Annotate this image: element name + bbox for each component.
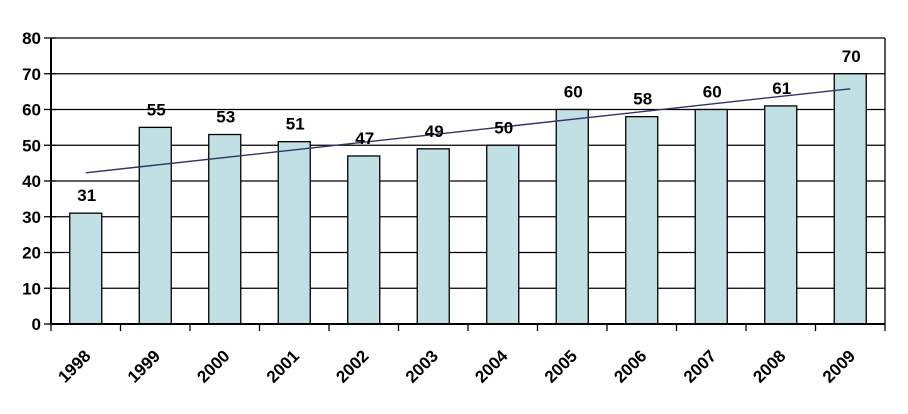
bar bbox=[694, 108, 728, 325]
trendline bbox=[85, 88, 851, 174]
bar bbox=[208, 133, 242, 325]
x-category-label: 2006 bbox=[610, 346, 650, 386]
bar-value-label: 60 bbox=[564, 83, 583, 102]
y-tick-label: 30 bbox=[22, 208, 41, 227]
y-tick-label: 10 bbox=[22, 279, 41, 298]
bar bbox=[764, 105, 798, 325]
x-category-label: 2003 bbox=[402, 346, 442, 386]
bar bbox=[833, 73, 867, 325]
y-tick-label: 60 bbox=[22, 101, 41, 120]
x-category-label: 1998 bbox=[54, 346, 94, 386]
bar-value-label: 31 bbox=[77, 186, 96, 205]
x-category-label: 2002 bbox=[332, 346, 372, 386]
bar-value-label: 61 bbox=[772, 79, 791, 98]
x-category-label: 2001 bbox=[263, 346, 303, 386]
bar-value-label: 47 bbox=[355, 129, 374, 148]
x-category-label: 2000 bbox=[193, 346, 233, 386]
bar bbox=[277, 141, 311, 325]
y-tick-label: 40 bbox=[22, 172, 41, 191]
y-tick-label: 50 bbox=[22, 136, 41, 155]
bar-value-label: 70 bbox=[842, 47, 861, 66]
bar bbox=[69, 212, 103, 325]
bar bbox=[486, 144, 520, 325]
bar-value-label: 58 bbox=[633, 90, 652, 109]
x-category-label: 2007 bbox=[680, 346, 720, 386]
x-category-label: 2005 bbox=[541, 346, 581, 386]
y-tick-label: 20 bbox=[22, 244, 41, 263]
bar bbox=[555, 108, 589, 325]
bar bbox=[347, 155, 381, 325]
bar-value-label: 51 bbox=[286, 115, 305, 134]
x-category-label: 2009 bbox=[819, 346, 859, 386]
bar-value-label: 49 bbox=[425, 122, 444, 141]
bar-value-label: 60 bbox=[703, 83, 722, 102]
y-tick-label: 0 bbox=[32, 315, 41, 334]
bar-value-label: 53 bbox=[216, 108, 235, 127]
bar bbox=[625, 116, 659, 325]
bar-value-label: 55 bbox=[147, 100, 166, 119]
y-tick-label: 70 bbox=[22, 65, 41, 84]
bar bbox=[138, 126, 172, 325]
bar bbox=[416, 148, 450, 325]
x-category-label: 1999 bbox=[124, 346, 164, 386]
x-category-label: 2008 bbox=[749, 346, 789, 386]
bar-value-label: 50 bbox=[494, 118, 513, 137]
y-tick-label: 80 bbox=[22, 29, 41, 48]
x-category-label: 2004 bbox=[471, 346, 512, 387]
